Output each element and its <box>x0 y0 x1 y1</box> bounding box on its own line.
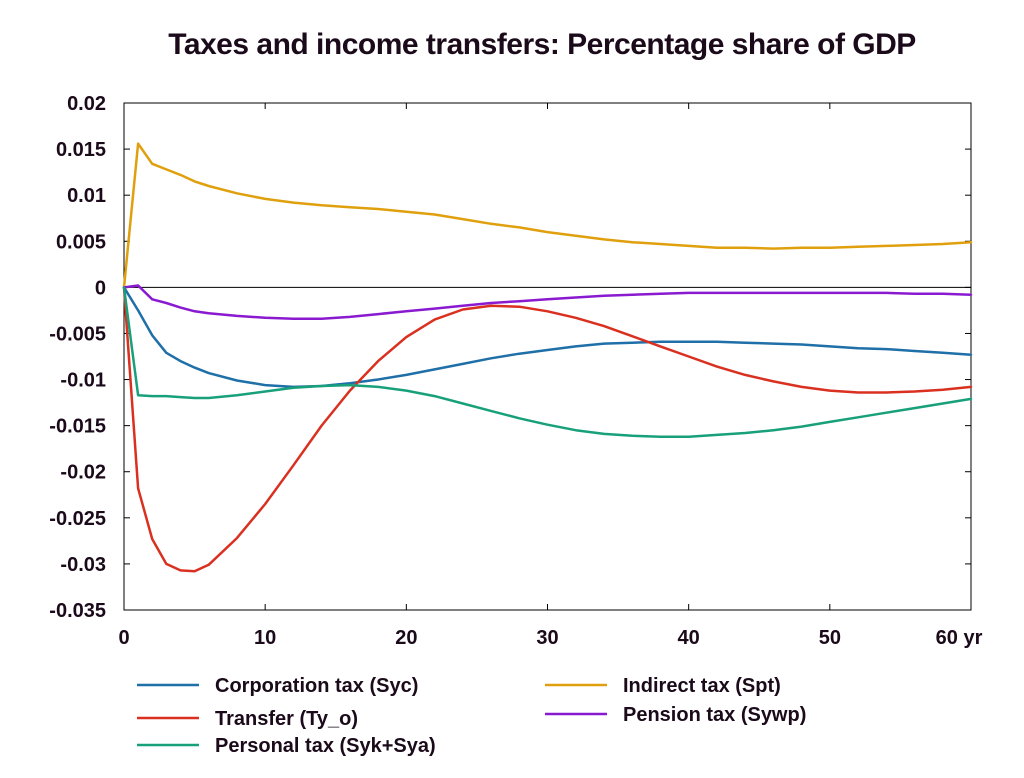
y-tick-label: -0.02 <box>60 462 106 484</box>
y-tick-label: 0.005 <box>56 231 106 253</box>
y-tick-label: -0.035 <box>49 600 106 622</box>
y-tick-label: 0 <box>95 277 106 299</box>
x-tick-label: 30 <box>536 627 558 649</box>
y-tick-label: -0.025 <box>49 508 106 530</box>
y-tick-label: -0.015 <box>49 416 106 438</box>
series-line-0 <box>122 286 973 389</box>
y-tick-label: 0.01 <box>67 185 106 207</box>
legend-label: Pension tax (Sywp) <box>623 704 806 726</box>
x-tick-label: 0 <box>118 627 129 649</box>
y-tick-label: 0.02 <box>67 93 106 115</box>
x-tick-label: 20 <box>395 627 417 649</box>
plot-frame <box>123 102 972 611</box>
series-line-1 <box>122 142 973 289</box>
legend-label: Corporation tax (Syc) <box>215 675 418 697</box>
legend-label: Personal tax (Syk+Sya) <box>215 735 436 757</box>
y-tick-label: 0.015 <box>56 139 106 161</box>
x-tick-label: 50 <box>819 627 841 649</box>
y-tick-label: -0.01 <box>60 370 106 392</box>
series-line-4 <box>122 286 973 438</box>
y-tick-label: -0.03 <box>60 554 106 576</box>
x-tick-label: 10 <box>254 627 276 649</box>
legend-label: Indirect tax (Spt) <box>623 675 781 697</box>
x-tick-label: 40 <box>678 627 700 649</box>
chart-title: Taxes and income transfers: Percentage s… <box>168 28 916 61</box>
x-tick-label: 60 yr <box>936 627 983 649</box>
series-line-3 <box>122 284 973 320</box>
y-tick-label: -0.005 <box>49 323 106 345</box>
legend-label: Transfer (Ty_o) <box>215 708 358 730</box>
series-line-2 <box>122 286 973 573</box>
